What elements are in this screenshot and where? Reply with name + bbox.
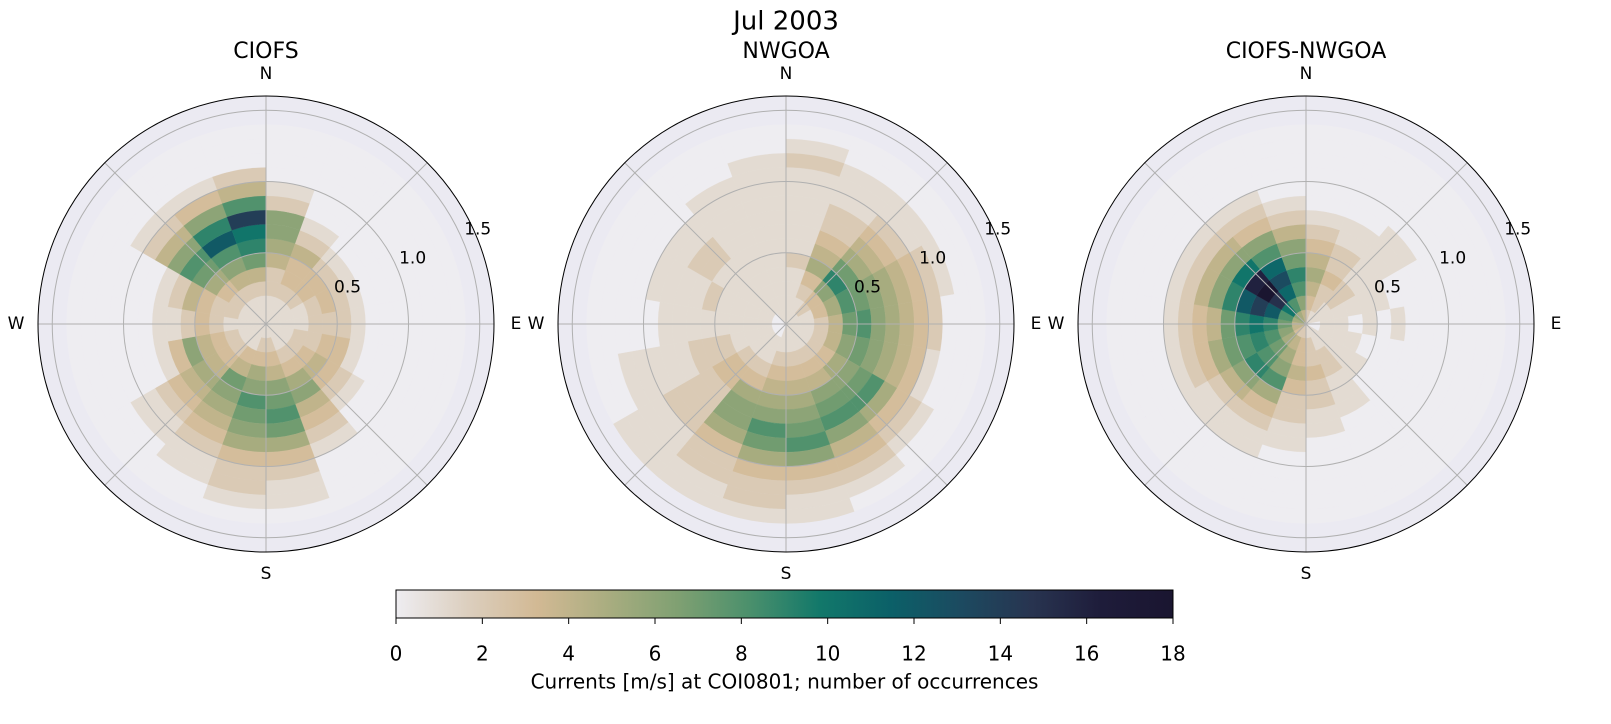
panel-title: NWGOA bbox=[742, 39, 829, 64]
direction-label: E bbox=[1551, 314, 1562, 334]
colorbar bbox=[395, 589, 1174, 619]
angular-grid-line bbox=[1305, 162, 1468, 325]
polar-frame bbox=[37, 95, 495, 553]
radial-grid-line bbox=[51, 109, 481, 539]
radial-tick-label: 0.5 bbox=[1374, 278, 1401, 298]
direction-label: N bbox=[1300, 64, 1313, 84]
direction-label: N bbox=[260, 64, 273, 84]
radial-tick-label: 0.5 bbox=[854, 278, 881, 298]
angular-grid-line bbox=[624, 323, 787, 486]
direction-label: W bbox=[528, 314, 545, 334]
angular-grid-line bbox=[785, 162, 948, 325]
radial-tick-label: 0.5 bbox=[334, 278, 361, 298]
direction-label: E bbox=[511, 314, 522, 334]
radial-grid-line bbox=[194, 252, 338, 396]
radial-grid-line bbox=[714, 252, 858, 396]
angular-grid-line bbox=[104, 323, 267, 486]
radial-tick-label: 1.0 bbox=[399, 249, 426, 269]
polar-panel: 0.5 1.0 1.5 N E S W bbox=[1048, 64, 1562, 584]
radial-grid-line bbox=[1234, 252, 1378, 396]
radial-grid-line bbox=[123, 181, 409, 467]
radial-tick-label: 1.5 bbox=[464, 220, 491, 240]
angular-grid-line bbox=[104, 162, 267, 325]
angular-grid-line bbox=[1144, 162, 1307, 325]
colorbar-tick-label: 18 bbox=[1160, 642, 1185, 666]
angular-grid-line bbox=[1305, 323, 1468, 486]
colorbar-tick-label: 6 bbox=[649, 642, 662, 666]
colorbar-tick-label: 14 bbox=[988, 642, 1013, 666]
direction-label: E bbox=[1031, 314, 1042, 334]
radial-tick-label: 1.5 bbox=[984, 220, 1011, 240]
colorbar-tick-label: 12 bbox=[901, 642, 926, 666]
radial-tick-label: 1.0 bbox=[1439, 249, 1466, 269]
polar-frame bbox=[557, 95, 1015, 553]
figure-title: Jul 2003 bbox=[731, 7, 839, 37]
panel-title: CIOFS-NWGOA bbox=[1226, 39, 1387, 64]
angular-grid-line bbox=[265, 162, 428, 325]
direction-label: S bbox=[261, 564, 272, 584]
angular-grid-line bbox=[265, 323, 428, 486]
radial-grid-line bbox=[571, 109, 1001, 539]
colorbar-tick-label: 4 bbox=[562, 642, 575, 666]
colorbar-tick-label: 2 bbox=[476, 642, 489, 666]
angular-grid-line bbox=[624, 162, 787, 325]
colorbar-label: Currents [m/s] at COI0801; number of occ… bbox=[531, 670, 1039, 694]
colorbar-tick-label: 16 bbox=[1074, 642, 1099, 666]
polar-frame bbox=[1077, 95, 1535, 553]
angular-grid-line bbox=[1144, 323, 1307, 486]
radial-tick-label: 1.5 bbox=[1504, 220, 1531, 240]
direction-label: S bbox=[1301, 564, 1312, 584]
colorbar-tick-label: 8 bbox=[735, 642, 748, 666]
direction-label: W bbox=[1048, 314, 1065, 334]
direction-label: N bbox=[780, 64, 793, 84]
panel-title: CIOFS bbox=[233, 39, 298, 64]
polar-panel: 0.5 1.0 1.5 N E S W bbox=[528, 64, 1042, 584]
radial-tick-label: 1.0 bbox=[919, 249, 946, 269]
direction-label: S bbox=[781, 564, 792, 584]
radial-grid-line bbox=[1163, 181, 1449, 467]
direction-label: W bbox=[8, 314, 25, 334]
angular-grid-line bbox=[785, 323, 948, 486]
colorbar-tick-label: 10 bbox=[815, 642, 840, 666]
radial-grid-line bbox=[643, 181, 929, 467]
colorbar-tick-label: 0 bbox=[390, 642, 403, 666]
radial-grid-line bbox=[1091, 109, 1521, 539]
polar-panel: 0.5 1.0 1.5 N E S W bbox=[8, 64, 522, 584]
